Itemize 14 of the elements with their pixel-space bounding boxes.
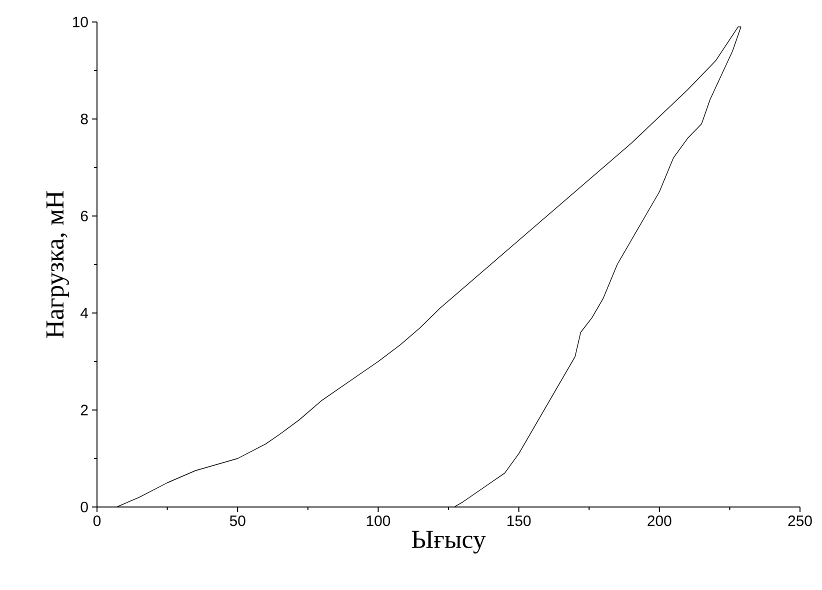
y-tick-label: 0 bbox=[80, 502, 88, 512]
x-tick-label: 150 bbox=[507, 516, 531, 526]
x-tick-label: 0 bbox=[93, 516, 101, 526]
x-axis-title: Ығысу bbox=[412, 530, 486, 554]
x-tick-label: 100 bbox=[366, 516, 390, 526]
y-tick-label: 4 bbox=[80, 308, 88, 318]
y-axis-title: Нагрузка, мН bbox=[46, 191, 70, 338]
x-tick-label: 50 bbox=[230, 516, 246, 526]
x-tick-label: 250 bbox=[788, 516, 812, 526]
x-tick-label: 200 bbox=[648, 516, 672, 526]
y-tick-label: 10 bbox=[73, 16, 88, 28]
y-tick-label: 6 bbox=[80, 210, 88, 222]
y-tick-label: 2 bbox=[80, 404, 88, 416]
y-tick-label: 8 bbox=[80, 114, 88, 124]
